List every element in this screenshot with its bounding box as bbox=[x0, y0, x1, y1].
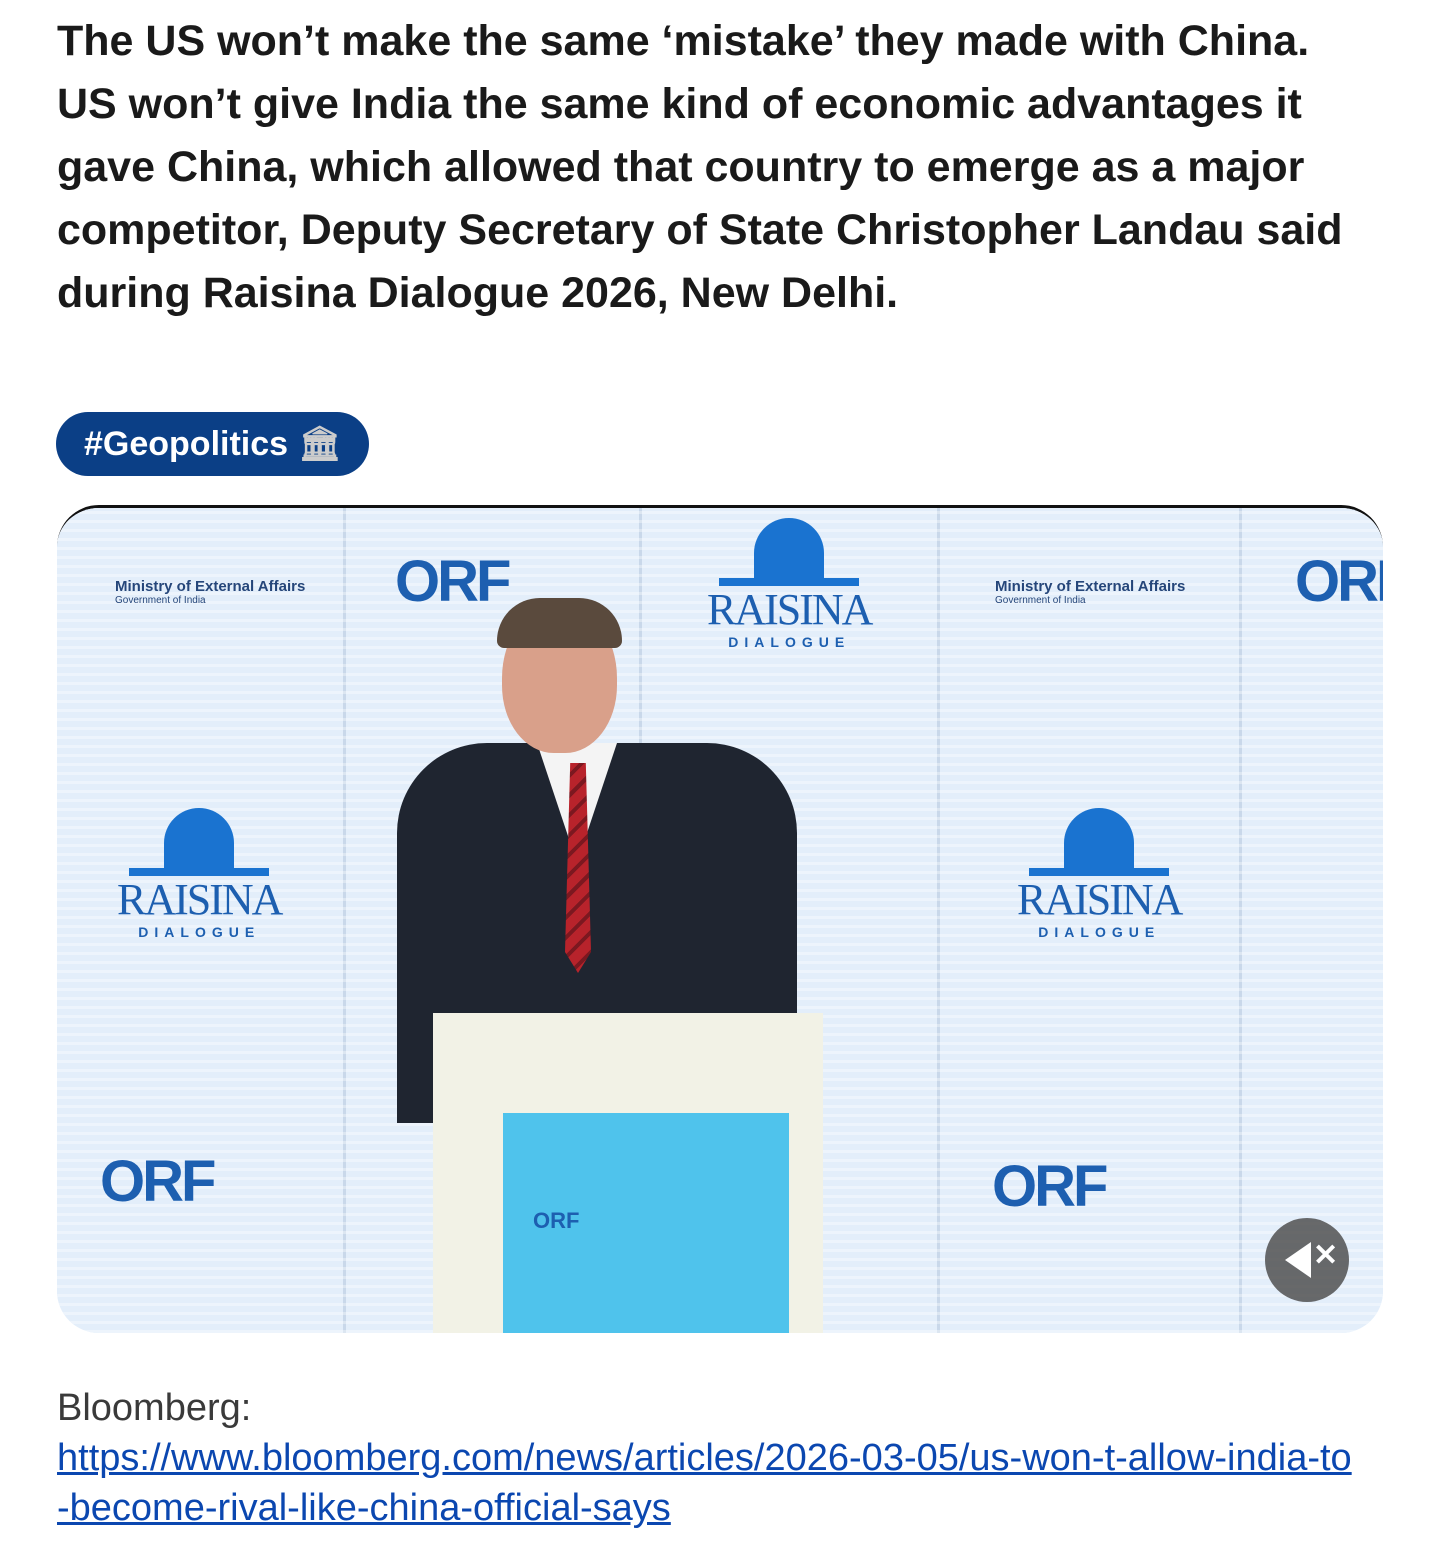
mea-logo: Ministry of External Affairs Government o… bbox=[995, 578, 1186, 606]
mea-logo: Ministry of External Affairs Government o… bbox=[115, 578, 306, 606]
video-player[interactable]: Ministry of External Affairs Government o… bbox=[57, 505, 1383, 1333]
classical-building-icon: 🏛 bbox=[298, 425, 342, 463]
raisina-logo: RAISINA DIALOGUE bbox=[1017, 808, 1183, 940]
orf-logo: ORF bbox=[395, 549, 511, 614]
mute-x-icon: ✕ bbox=[1313, 1239, 1339, 1272]
speaker-muted-icon bbox=[1285, 1242, 1311, 1278]
source-link[interactable]: https://www.bloomberg.com/news/articles/… bbox=[57, 1437, 1352, 1529]
orf-logo: ORF bbox=[100, 1149, 216, 1214]
hashtag-geopolitics[interactable]: #Geopolitics 🏛 bbox=[56, 412, 370, 476]
post-text: The US won’t make the same ‘mistake’ the… bbox=[57, 17, 1343, 317]
raisina-logo: RAISINA DIALOGUE bbox=[117, 808, 283, 940]
hashtag-label: #Geopolitics bbox=[84, 424, 289, 463]
podium-screen: ORF bbox=[503, 1113, 789, 1333]
source-citation: Bloomberg: https://www.bloomberg.com/new… bbox=[57, 1383, 1357, 1533]
raisina-logo: RAISINA DIALOGUE bbox=[707, 518, 873, 650]
orf-logo: ORF bbox=[992, 1154, 1108, 1219]
orf-logo: ORF bbox=[1295, 549, 1383, 614]
source-label: Bloomberg: bbox=[57, 1387, 252, 1429]
mute-toggle-button[interactable]: ✕ bbox=[1265, 1218, 1349, 1302]
